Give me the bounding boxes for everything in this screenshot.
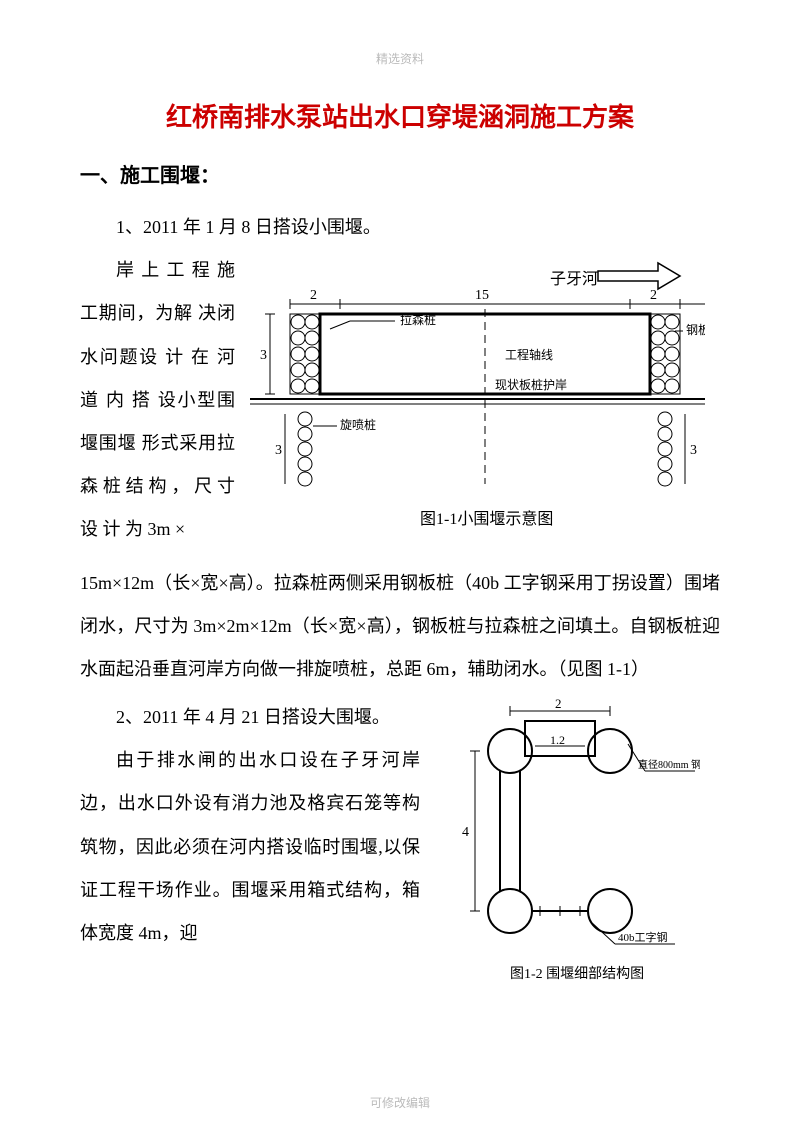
svg-text:2: 2 (555, 696, 562, 711)
svg-text:拉森桩: 拉森桩 (400, 312, 436, 327)
svg-text:4: 4 (462, 825, 469, 840)
figure-1-caption: 图1-1小围堰示意图 (420, 509, 553, 528)
narrow-text-with-figure-row: 岸 上 工 程 施工期间，为解 决闭水问题设 计 在 河 道 内 搭 设小型围堰… (80, 249, 720, 551)
svg-text:工程轴线: 工程轴线 (505, 347, 553, 362)
paragraph-3: 2、2011 年 4 月 21 日搭设大围堰。 (80, 696, 420, 739)
jet-piles-right (658, 412, 672, 486)
svg-text:现状板桩护岸: 现状板桩护岸 (495, 377, 567, 392)
paragraph-1: 1、2011 年 1 月 8 日搭设小围堰。 (80, 206, 720, 249)
steel-pile-circles-left (291, 315, 319, 393)
river-label: 子牙河 (550, 270, 598, 288)
header-watermark: 精选资料 (80, 50, 720, 67)
paragraph-2: 15m×12m（长×宽×高）。拉森桩两侧采用钢板桩（40b 工字钢采用丁拐设置）… (80, 562, 720, 692)
footer-watermark: 可修改编辑 (0, 1094, 800, 1111)
paragraph-4: 由于排水闸的出水口设在子牙河岸边，出水口外设有消力池及格宾石笼等构筑物，因此必须… (80, 739, 420, 955)
svg-text:直径800mm 钢板套: 直径800mm 钢板套 (638, 758, 700, 771)
svg-text:旋喷桩: 旋喷桩 (340, 417, 376, 432)
svg-text:15: 15 (475, 288, 489, 303)
paragraph-left-narrow: 岸 上 工 程 施工期间，为解 决闭水问题设 计 在 河 道 内 搭 设小型围堰… (80, 249, 235, 551)
svg-text:2: 2 (310, 288, 317, 303)
bottom-text-with-figure-row: 2、2011 年 4 月 21 日搭设大围堰。 由于排水闸的出水口设在子牙河岸边… (80, 696, 720, 991)
document-title: 红桥南排水泵站出水口穿堤涵洞施工方案 (80, 97, 720, 134)
svg-text:3: 3 (260, 348, 267, 363)
figure-1-1: 子牙河 2 15 2 (250, 259, 720, 544)
steel-pile-circles-right (651, 315, 679, 393)
jet-piles-left (298, 412, 312, 486)
svg-text:钢板桩: 钢板桩 (686, 322, 705, 337)
river-arrow-icon (598, 263, 680, 289)
svg-text:1.2: 1.2 (550, 733, 565, 747)
figure-1-2: 2 1.2 直径800mm 钢板套 4 (440, 696, 720, 991)
svg-text:2: 2 (650, 288, 657, 303)
svg-text:40b工字钢: 40b工字钢 (618, 930, 668, 944)
section-1-heading: 一、施工围堰： (80, 159, 720, 188)
svg-text:3: 3 (690, 443, 697, 458)
figure-2-caption: 图1-2 围堰细部结构图 (510, 966, 644, 982)
svg-text:3: 3 (275, 443, 282, 458)
